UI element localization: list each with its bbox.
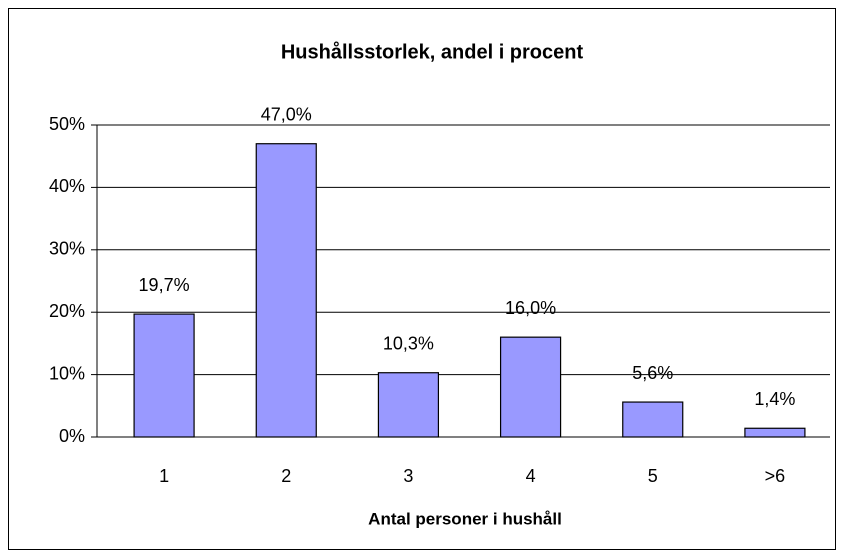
chart-title: Hushållsstorlek, andel i procent <box>281 40 584 63</box>
bar <box>744 427 806 438</box>
data-label: 5,6% <box>632 363 673 383</box>
x-tick-label: 2 <box>281 466 291 486</box>
data-label: 10,3% <box>383 333 434 353</box>
x-tick-label: 5 <box>648 466 658 486</box>
bar <box>133 313 195 438</box>
bar <box>622 401 684 438</box>
bar <box>255 143 317 438</box>
y-tick-label: 30% <box>49 239 85 259</box>
y-tick-label: 50% <box>49 114 85 134</box>
data-label: 1,4% <box>754 389 795 409</box>
y-tick-label: 20% <box>49 301 85 321</box>
y-tick-label: 40% <box>49 176 85 196</box>
x-tick-label: >6 <box>765 466 786 486</box>
x-axis-label: Antal personer i hushåll <box>368 509 562 528</box>
bar <box>377 372 440 438</box>
bar <box>499 336 562 438</box>
y-tick-label: 0% <box>59 426 85 446</box>
data-label: 16,0% <box>505 298 556 318</box>
data-label: 47,0% <box>261 104 312 124</box>
x-tick-label: 1 <box>159 466 169 486</box>
y-tick-label: 10% <box>49 363 85 383</box>
data-label: 19,7% <box>139 275 190 295</box>
chart-border <box>8 8 836 550</box>
x-tick-label: 3 <box>403 466 413 486</box>
x-tick-label: 4 <box>526 466 536 486</box>
